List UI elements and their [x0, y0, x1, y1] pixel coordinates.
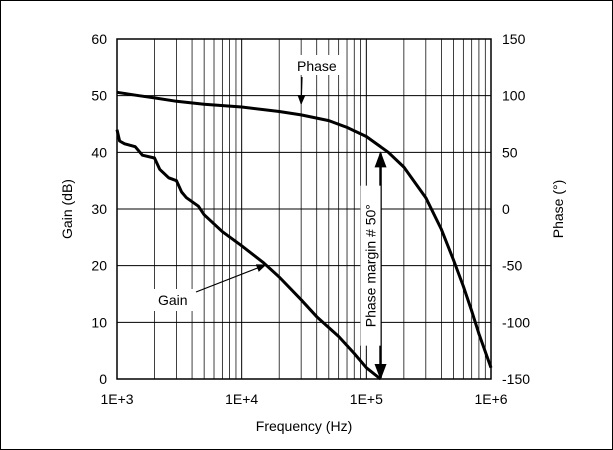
phase-margin-label: Phase margin # 50° [363, 204, 379, 327]
y-left-tick-label: 60 [91, 31, 107, 47]
y-right-tick-label: -50 [502, 258, 522, 274]
y-right-tick-label: 0 [502, 201, 510, 217]
x-axis-title: Frequency (Hz) [256, 418, 352, 434]
y-right-tick-label: 100 [502, 88, 526, 104]
x-tick-label: 1E+6 [474, 391, 507, 407]
y-left-tick-label: 50 [91, 88, 107, 104]
y-left-axis-title: Gain (dB) [59, 179, 75, 239]
series-line-gain [115, 129, 382, 381]
x-tick-label: 1E+5 [350, 391, 383, 407]
y-right-tick-label: 150 [502, 31, 526, 47]
y-left-tick-label: 30 [91, 201, 107, 217]
phase-annotation-label: Phase [297, 58, 337, 74]
phase-margin-label-background [360, 185, 381, 346]
y-right-axis-title: Phase (°) [550, 180, 566, 239]
phase-pointer-arrow [297, 76, 306, 105]
series-line-phase [116, 90, 493, 369]
x-tick-label: 1E+3 [100, 391, 133, 407]
y-left-tick-label: 0 [99, 371, 107, 387]
phase-label-background [292, 55, 344, 75]
gain-pointer-arrow [195, 264, 267, 293]
gain-annotation-label: Gain [158, 292, 188, 308]
y-right-tick-label: -100 [502, 314, 530, 330]
plot-area-border [116, 38, 492, 380]
series-layer [115, 90, 493, 381]
y-right-tick-label: 50 [502, 144, 518, 160]
gain-label-background [152, 289, 194, 311]
y-right-tick-label: -150 [502, 371, 530, 387]
annotation-layer: Phase Gain Phase margin # 50° [152, 55, 387, 380]
y-left-tick-label: 10 [91, 314, 107, 330]
y-left-tick-label: 20 [91, 258, 107, 274]
x-tick-label: 1E+4 [225, 391, 258, 407]
y-left-tick-label: 40 [91, 144, 107, 160]
tick-labels: 1E+3 1E+4 1E+5 1E+6 0 10 20 30 40 50 60 150 100 50 0 -5… [91, 31, 530, 407]
grid-lines [117, 39, 491, 379]
